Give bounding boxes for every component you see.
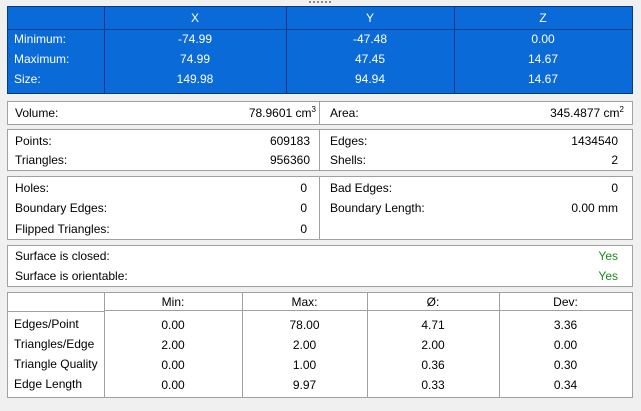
dimensions-header-row: X Y Z [8,7,632,29]
stats-cell: 2.00 [161,338,185,352]
row-label: Maximum: [14,52,70,66]
maximum-z: 14.67 [527,52,559,66]
boundary-edges-value: 0 [300,201,307,215]
maximum-y: 47.45 [354,52,386,66]
flipped-triangles-label: Flipped Triangles: [15,222,110,236]
area-value: 345.4877 cm2 [550,105,624,121]
stats-header-avg: Ø: [367,293,499,311]
points-label: Points: [15,134,52,148]
volume-value: 78.9601 cm3 [248,105,316,121]
counts-panel: Points: 609183 Triangles: 956360 Edges: … [7,129,633,171]
stats-row-label: Triangles/Edge [14,337,95,351]
stats-cell: 1.00 [292,358,317,372]
stats-cell: 0.00 [161,378,185,392]
stats-cell: 0.00 [161,358,185,372]
dimensions-panel: X Y Z Minimum: -74.99 -47.48 0.00 Maximu… [7,6,633,94]
dimension-row-minimum: Minimum: -74.99 -47.48 0.00 [8,29,632,49]
column-header-y: Y [365,11,374,25]
stats-header-max: Max: [242,293,367,311]
volume-area-panel: Volume: 78.9601 cm3 Area: 345.4877 cm2 [7,101,633,125]
stats-cell: 0.00 [161,318,185,332]
stats-header-dev: Dev: [499,293,632,311]
stats-row-label: Edge Length [14,377,83,391]
size-z: 14.67 [527,72,559,86]
surface-orientable-label: Surface is orientable: [15,269,128,283]
area-label: Area: [330,106,359,120]
holes-value: 0 [300,181,307,195]
stats-cell: 0.33 [421,378,445,392]
dimension-row-size: Size: 149.98 94.94 14.67 [8,69,632,89]
stats-header-min: Min: [104,293,242,311]
bad-edges-label: Bad Edges: [330,181,393,195]
column-header-z: Z [539,11,547,25]
holes-label: Holes: [15,181,50,195]
stats-cell: 0.30 [553,358,578,372]
edges-label: Edges: [330,134,368,148]
surface-orientable-value: Yes [598,269,618,283]
bad-edges-value: 0 [611,181,618,195]
size-y: 94.94 [354,72,386,86]
boundary-edges-label: Boundary Edges: [15,201,108,215]
triangles-value: 956360 [269,153,310,167]
triangles-label: Triangles: [15,153,68,167]
minimum-z: 0.00 [531,32,555,46]
stats-cell: 78.00 [289,318,320,332]
minimum-x: -74.99 [177,32,213,46]
minimum-y: -47.48 [352,32,388,46]
stats-cell: 3.36 [553,318,578,332]
stats-header-blank [8,293,104,311]
flipped-triangles-value: 0 [300,222,307,236]
stats-cell: 4.71 [421,318,445,332]
stats-cell: 0.36 [421,358,445,372]
volume-label: Volume: [15,106,59,120]
stats-cell: 0.34 [553,378,578,392]
shells-label: Shells: [330,153,367,167]
stats-row-label: Edges/Point [14,317,79,331]
row-label: Minimum: [14,32,67,46]
stats-cell: 2.00 [292,338,317,352]
stats-row-label: Triangle Quality [14,357,98,371]
surface-closed-value: Yes [598,249,618,263]
column-header-x: X [190,11,199,25]
edges-value: 1434540 [571,134,618,148]
boundary-length-label: Boundary Length: [330,201,425,215]
stats-cell: 0.00 [553,338,578,352]
row-label: Size: [14,72,41,86]
size-x: 149.98 [176,72,214,86]
points-value: 609183 [269,134,310,148]
surface-panel: Surface is closed: Yes Surface is orient… [7,245,633,287]
stats-cell: 2.00 [421,338,445,352]
shells-value: 2 [611,153,618,167]
maximum-x: 74.99 [179,52,211,66]
statistics-table: Min: Max: Ø: Dev: Edges/Point 0.00 78.00… [7,292,633,398]
dimension-row-maximum: Maximum: 74.99 47.45 14.67 [8,49,632,69]
resize-grip[interactable] [304,0,336,3]
boundary-length-value: 0.00 mm [571,201,618,215]
stats-cell: 9.97 [292,378,317,392]
defects-panel: Holes: 0 Boundary Edges: 0 Flipped Trian… [7,176,633,240]
surface-closed-label: Surface is closed: [15,249,110,263]
